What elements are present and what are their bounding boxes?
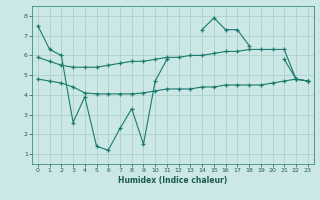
X-axis label: Humidex (Indice chaleur): Humidex (Indice chaleur) — [118, 176, 228, 185]
